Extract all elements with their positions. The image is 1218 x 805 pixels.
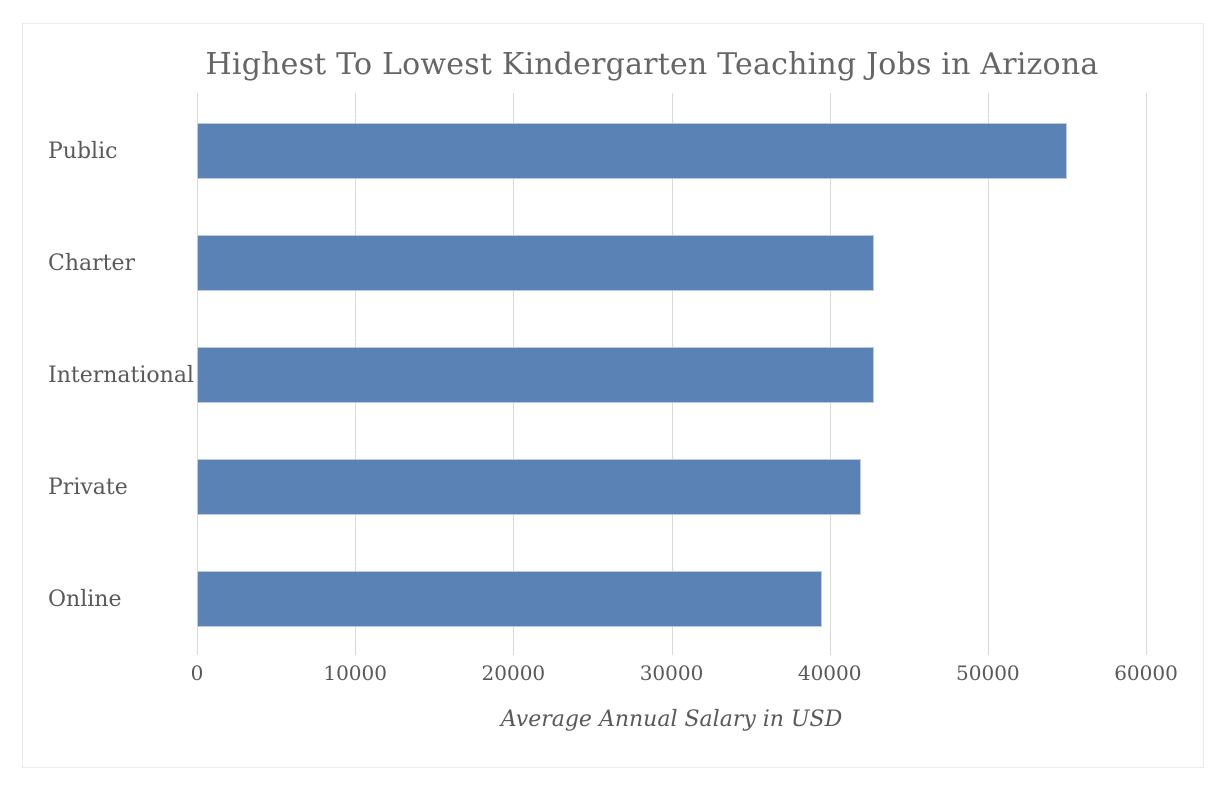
bar-international [197,347,874,403]
category-label-public: Public [48,138,118,164]
bar-public [197,123,1067,179]
x-tick-label-20000: 20000 [481,661,546,685]
x-tick-label-40000: 40000 [797,661,862,685]
x-tick-label-50000: 50000 [956,661,1020,685]
x-tick-label-60000: 60000 [1114,661,1178,685]
category-label-international: International [48,362,194,388]
bar-private [197,459,861,515]
category-label-charter: Charter [48,250,136,276]
bar-online [197,571,822,627]
chart-title: Highest To Lowest Kindergarten Teaching … [205,47,1099,82]
x-tick-label-0: 0 [190,661,204,685]
x-tick-label-10000: 10000 [323,661,387,685]
x-tick-label-30000: 30000 [639,661,704,685]
category-label-private: Private [48,474,128,500]
category-label-online: Online [48,586,122,612]
gridline-50000 [987,93,989,655]
bar-charter [197,235,874,291]
gridline-60000 [1146,93,1147,655]
x-axis-label: Average Annual Salary in USD [500,707,843,732]
